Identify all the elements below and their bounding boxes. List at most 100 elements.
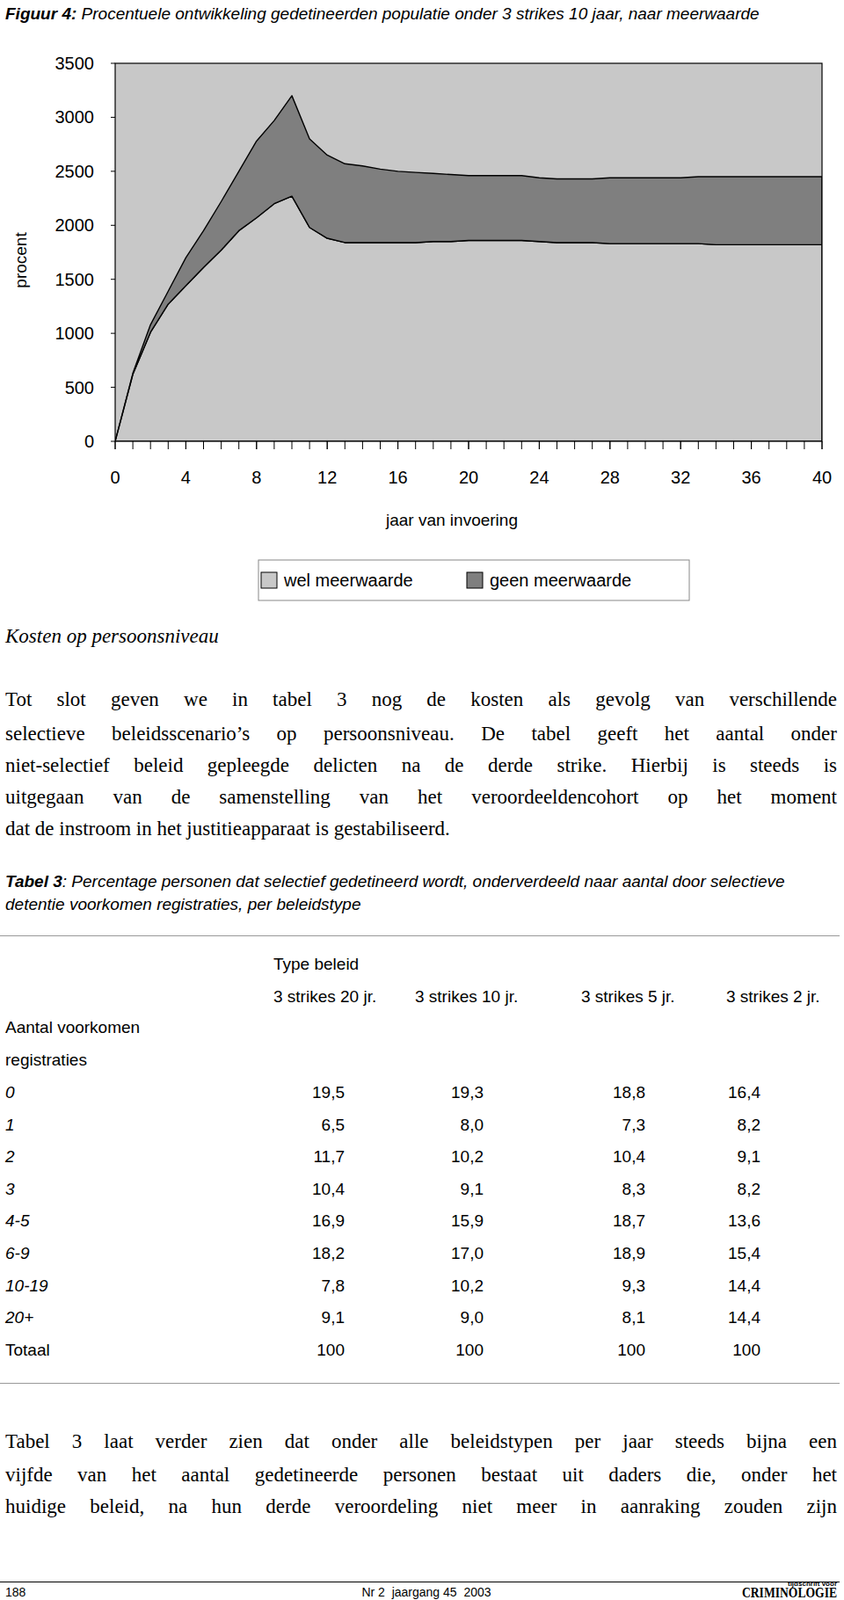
x-tick <box>327 441 328 450</box>
figure-title: Procentuele ontwikkeling gedetineerden p… <box>81 4 760 23</box>
table-rule <box>0 935 840 937</box>
column-header: 3 strikes 10 jr. <box>414 986 518 1008</box>
x-tick-label: 12 <box>317 467 337 488</box>
y-tick <box>110 116 116 118</box>
footer-rule <box>0 1581 840 1583</box>
area-1 <box>115 95 823 442</box>
x-tick-label: 4 <box>181 467 191 488</box>
row-label: 4-5 <box>5 1210 30 1232</box>
x-tick-label: 40 <box>812 467 832 488</box>
table-cell: 10,2 <box>378 1146 484 1168</box>
table-cell: 11,7 <box>239 1146 345 1168</box>
x-tick <box>538 441 540 450</box>
paragraph-line: uitgegaan van de samenstelling van het v… <box>5 785 837 810</box>
table-caption-label: Tabel 3 <box>5 872 63 891</box>
x-minor-tick <box>803 441 805 450</box>
section-heading: Kosten op persoonsniveau <box>5 625 219 648</box>
x-minor-tick <box>238 441 240 450</box>
y-tick-label: 1000 <box>55 323 95 343</box>
legend-box <box>258 560 690 601</box>
x-minor-tick <box>574 441 575 450</box>
y-tick <box>110 170 116 172</box>
table-cell: 16,4 <box>654 1082 761 1104</box>
table-cell: 10,4 <box>239 1178 345 1201</box>
x-minor-tick <box>203 441 204 450</box>
x-tick-label: 32 <box>670 467 691 488</box>
paragraph-line: Tot slot geven we in tabel 3 nog de kost… <box>5 687 837 713</box>
x-minor-tick <box>785 441 787 450</box>
x-minor-tick <box>626 441 628 450</box>
x-minor-tick <box>291 441 293 450</box>
table-cell: 18,9 <box>539 1243 646 1265</box>
x-minor-tick <box>556 441 558 450</box>
table-cell: 8,0 <box>378 1114 484 1136</box>
x-minor-tick <box>115 441 117 450</box>
y-tick-label: 3500 <box>55 53 95 73</box>
table-cell: 10,2 <box>378 1275 484 1297</box>
y-tick-label: 0 <box>84 431 95 452</box>
x-minor-tick <box>538 441 540 450</box>
x-tick-label: 20 <box>458 467 479 488</box>
row-label: 20+ <box>5 1307 34 1329</box>
table-cell: 19,3 <box>378 1082 484 1104</box>
table-cell: 13,6 <box>654 1210 761 1232</box>
table-cell: 8,2 <box>654 1178 761 1201</box>
y-tick <box>110 278 116 280</box>
x-minor-tick <box>503 441 505 450</box>
x-minor-tick <box>362 441 364 450</box>
x-tick-label: 24 <box>529 467 549 488</box>
x-minor-tick <box>822 441 823 450</box>
table-cell: 8,2 <box>654 1114 761 1136</box>
x-minor-tick <box>609 441 611 450</box>
y-tick-label: 2000 <box>55 215 95 235</box>
paragraph-line: vijfde van het aantal gedetineerde perso… <box>5 1462 837 1488</box>
x-minor-tick <box>733 441 735 450</box>
table-cell: 9,3 <box>539 1275 646 1297</box>
table-cell: 19,5 <box>239 1082 345 1104</box>
x-minor-tick <box>750 441 752 450</box>
x-minor-tick <box>167 441 169 450</box>
legend-label: wel meerwaarde <box>283 570 414 590</box>
column-header: 3 strikes 2 jr. <box>726 986 821 1008</box>
x-minor-tick <box>521 441 523 450</box>
y-tick-label: 500 <box>65 378 95 398</box>
x-tick-label: 8 <box>251 467 262 488</box>
x-tick <box>822 441 823 450</box>
x-minor-tick <box>132 441 134 450</box>
x-tick-label: 36 <box>741 467 761 488</box>
y-tick <box>110 441 116 443</box>
table-cell: 10,4 <box>539 1146 646 1168</box>
plot-background <box>115 63 823 442</box>
row-label: 3 <box>5 1178 15 1201</box>
y-tick <box>110 386 116 388</box>
y-tick <box>110 63 116 65</box>
x-minor-tick <box>150 441 152 450</box>
y-axis-label: procent <box>11 232 30 289</box>
table-cell: 9,1 <box>378 1178 484 1201</box>
figure-label: Figuur 4: <box>5 4 77 23</box>
table-cell: 15,4 <box>654 1243 761 1265</box>
table-cell: 18,7 <box>539 1210 646 1232</box>
journal-name: CRIMINOLOGIE <box>732 1585 837 1600</box>
x-minor-tick <box>680 441 682 450</box>
legend-swatch <box>466 572 483 589</box>
x-tick-label: 28 <box>600 467 620 488</box>
x-minor-tick <box>327 441 328 450</box>
x-minor-tick <box>255 441 257 450</box>
table-cell: 18,2 <box>239 1243 345 1265</box>
x-tick <box>255 441 257 450</box>
x-tick <box>680 441 682 450</box>
table-cell: 17,0 <box>378 1243 484 1265</box>
table-cell: 15,9 <box>378 1210 484 1232</box>
x-minor-tick <box>273 441 275 450</box>
row-label: 2 <box>5 1146 15 1168</box>
y-tick-label: 1500 <box>55 269 95 290</box>
table-cell: 16,9 <box>239 1210 345 1232</box>
table-cell: 9,1 <box>654 1146 761 1168</box>
x-tick-label: 0 <box>109 467 120 488</box>
paragraph-line: dat de instroom in het justitieapparaat … <box>5 816 837 842</box>
legend-swatch <box>261 572 277 589</box>
table-rule <box>0 1382 840 1384</box>
table-caption-text: : Percentage personen dat selectief gede… <box>5 872 786 914</box>
paragraph-line: Tabel 3 laat verder zien dat onder alle … <box>5 1429 837 1455</box>
